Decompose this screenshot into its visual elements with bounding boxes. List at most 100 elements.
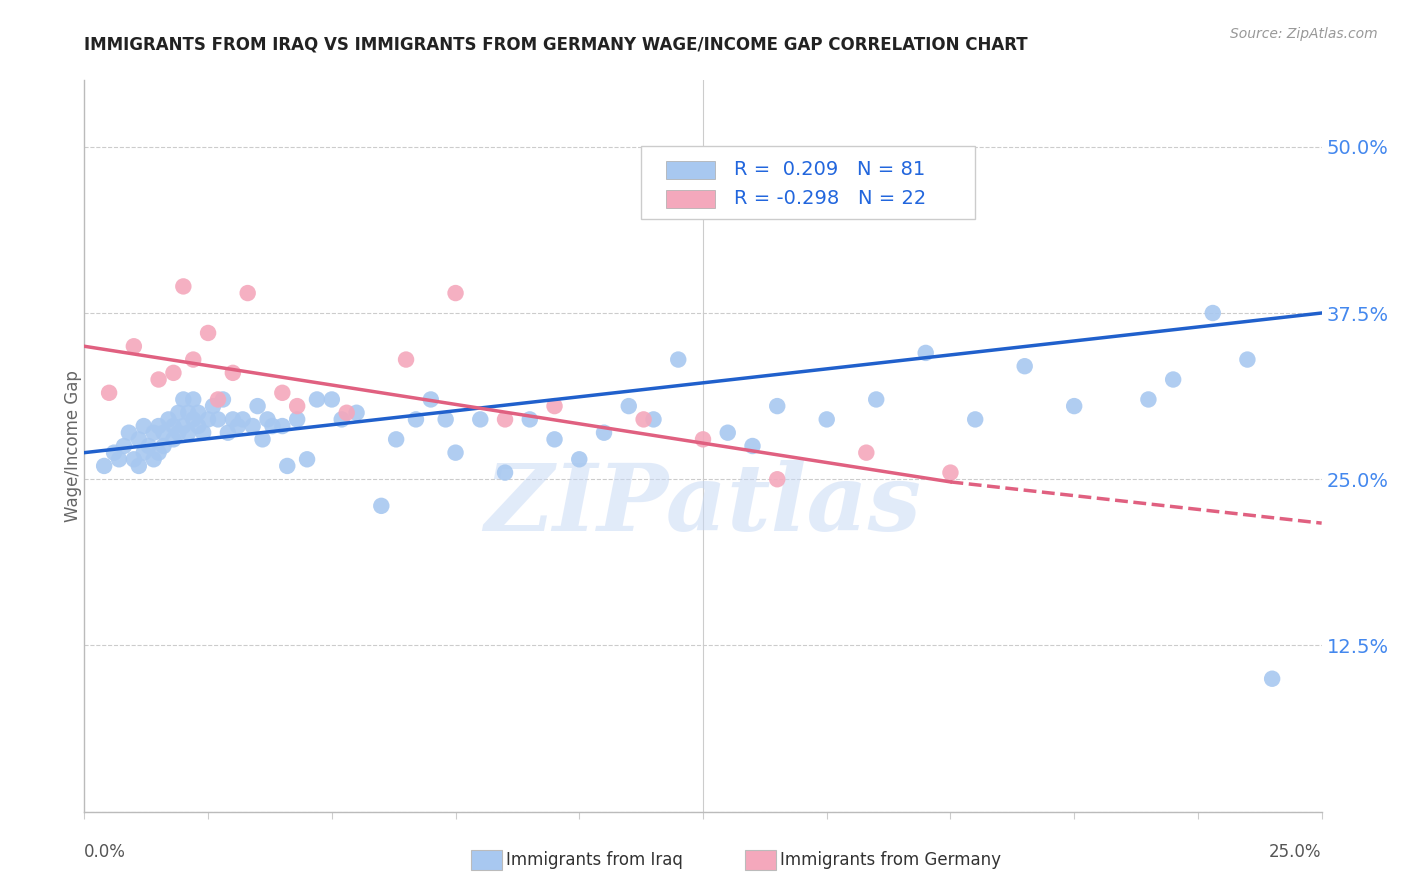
- Point: [1202, 306, 1225, 320]
- Point: [132, 419, 155, 434]
- Point: [187, 406, 209, 420]
- Point: [212, 392, 235, 407]
- Point: [172, 279, 194, 293]
- Point: [162, 433, 184, 447]
- Point: [285, 412, 308, 426]
- Point: [295, 452, 318, 467]
- Text: 0.0%: 0.0%: [84, 843, 127, 861]
- Point: [157, 412, 180, 426]
- Point: [692, 433, 714, 447]
- Point: [1236, 352, 1258, 367]
- Point: [217, 425, 239, 440]
- Point: [321, 392, 343, 407]
- Point: [330, 412, 353, 426]
- Point: [148, 372, 170, 386]
- Point: [385, 433, 408, 447]
- Point: [855, 445, 877, 459]
- Point: [914, 346, 936, 360]
- Point: [138, 439, 160, 453]
- Text: 25.0%: 25.0%: [1270, 843, 1322, 861]
- Point: [118, 425, 141, 440]
- Text: IMMIGRANTS FROM IRAQ VS IMMIGRANTS FROM GERMANY WAGE/INCOME GAP CORRELATION CHAR: IMMIGRANTS FROM IRAQ VS IMMIGRANTS FROM …: [84, 36, 1028, 54]
- Point: [181, 392, 204, 407]
- Point: [346, 406, 368, 420]
- Point: [252, 433, 274, 447]
- Point: [132, 445, 155, 459]
- Point: [395, 352, 418, 367]
- Point: [1014, 359, 1036, 374]
- Point: [766, 399, 789, 413]
- Point: [148, 419, 170, 434]
- Point: [222, 412, 245, 426]
- Point: [181, 352, 204, 367]
- Text: Source: ZipAtlas.com: Source: ZipAtlas.com: [1230, 27, 1378, 41]
- Point: [197, 326, 219, 340]
- Point: [494, 412, 516, 426]
- Point: [181, 412, 204, 426]
- Point: [717, 425, 740, 440]
- Point: [187, 419, 209, 434]
- Point: [271, 385, 294, 400]
- Point: [370, 499, 392, 513]
- Point: [122, 452, 145, 467]
- Point: [152, 425, 174, 440]
- Point: [336, 406, 359, 420]
- Point: [1137, 392, 1160, 407]
- Point: [148, 445, 170, 459]
- Point: [1063, 399, 1085, 413]
- Point: [666, 352, 689, 367]
- Point: [419, 392, 441, 407]
- Point: [405, 412, 427, 426]
- Point: [444, 286, 467, 301]
- Point: [633, 412, 655, 426]
- Point: [167, 406, 190, 420]
- Point: [103, 445, 125, 459]
- Y-axis label: Wage/Income Gap: Wage/Income Gap: [65, 370, 82, 522]
- Point: [865, 392, 887, 407]
- Point: [207, 412, 229, 426]
- Point: [222, 366, 245, 380]
- Point: [232, 412, 254, 426]
- Point: [741, 439, 763, 453]
- Point: [167, 425, 190, 440]
- Text: R = -0.298   N = 22: R = -0.298 N = 22: [734, 189, 927, 208]
- Point: [434, 412, 457, 426]
- Point: [246, 399, 269, 413]
- Point: [197, 412, 219, 426]
- Point: [276, 458, 298, 473]
- Point: [236, 286, 259, 301]
- Point: [177, 425, 200, 440]
- Point: [1261, 672, 1284, 686]
- Point: [152, 439, 174, 453]
- Point: [207, 392, 229, 407]
- Text: Immigrants from Iraq: Immigrants from Iraq: [506, 851, 683, 869]
- Point: [191, 425, 214, 440]
- Point: [543, 433, 565, 447]
- Text: ZIPatlas: ZIPatlas: [485, 459, 921, 549]
- Point: [142, 425, 165, 440]
- Point: [271, 419, 294, 434]
- Point: [172, 392, 194, 407]
- Point: [643, 412, 665, 426]
- FancyBboxPatch shape: [641, 146, 976, 219]
- Point: [128, 458, 150, 473]
- Point: [256, 412, 278, 426]
- Point: [262, 419, 284, 434]
- Point: [1161, 372, 1184, 386]
- Text: Immigrants from Germany: Immigrants from Germany: [780, 851, 1001, 869]
- Point: [226, 419, 249, 434]
- Point: [128, 433, 150, 447]
- Point: [202, 399, 225, 413]
- Point: [593, 425, 616, 440]
- Point: [568, 452, 591, 467]
- Point: [965, 412, 987, 426]
- Point: [162, 366, 184, 380]
- Point: [98, 385, 121, 400]
- Point: [172, 419, 194, 434]
- Point: [444, 445, 467, 459]
- Point: [122, 339, 145, 353]
- Point: [617, 399, 640, 413]
- Point: [242, 419, 264, 434]
- Point: [285, 399, 308, 413]
- Text: R =  0.209   N = 81: R = 0.209 N = 81: [734, 160, 925, 179]
